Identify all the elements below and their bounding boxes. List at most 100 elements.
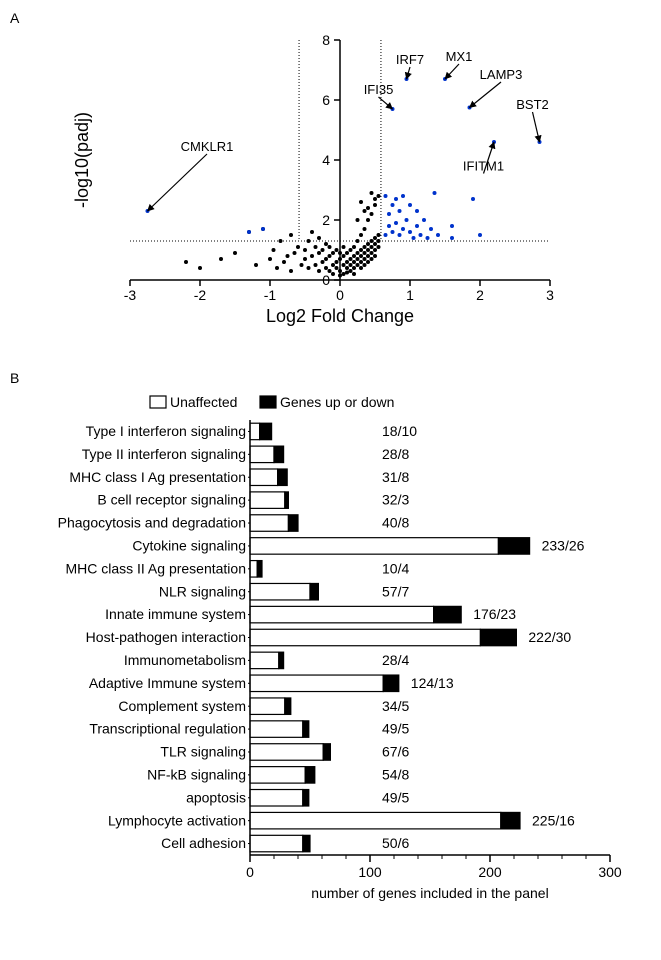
bar-unaffected xyxy=(250,835,303,851)
scatter-point xyxy=(356,239,360,243)
scatter-point xyxy=(363,263,367,267)
bar-unaffected xyxy=(250,675,383,691)
category-label: Complement system xyxy=(118,698,246,714)
scatter-point xyxy=(338,257,342,261)
scatter-point xyxy=(373,236,377,240)
scatter-point xyxy=(349,257,353,261)
bar-value-label: 34/5 xyxy=(382,698,409,714)
scatter-point-sig xyxy=(401,227,405,231)
category-label: Transcriptional regulation xyxy=(89,721,246,737)
x-tick: -1 xyxy=(264,287,277,303)
bar-value-label: 28/4 xyxy=(382,652,409,668)
scatter-point xyxy=(335,248,339,252)
scatter-point-sig xyxy=(436,233,440,237)
bar-unaffected xyxy=(250,652,279,668)
bar-changed xyxy=(498,538,529,554)
bar-changed xyxy=(303,835,310,851)
panel-b-label: B xyxy=(10,370,651,386)
scatter-point xyxy=(363,245,367,249)
scatter-point xyxy=(359,254,363,258)
bar-value-label: 49/5 xyxy=(382,789,409,805)
y-tick: 4 xyxy=(322,152,330,168)
scatter-point xyxy=(282,260,286,264)
bar-value-label: 31/8 xyxy=(382,469,409,485)
scatter-point xyxy=(328,245,332,249)
y-tick: 0 xyxy=(322,272,330,288)
scatter-point-sig xyxy=(478,233,482,237)
scatter-point-sig xyxy=(384,194,388,198)
scatter-point xyxy=(317,251,321,255)
gene-label: IFI35 xyxy=(364,82,394,97)
scatter-point xyxy=(345,271,349,275)
bar-changed xyxy=(279,652,284,668)
category-label: Innate immune system xyxy=(105,606,246,622)
scatter-point xyxy=(331,263,335,267)
scatter-point-sig xyxy=(398,209,402,213)
scatter-point xyxy=(349,269,353,273)
scatter-point xyxy=(366,206,370,210)
scatter-point xyxy=(366,248,370,252)
category-label: MHC class II Ag presentation xyxy=(65,560,246,576)
x-tick-b: 200 xyxy=(478,864,502,880)
bar-unaffected xyxy=(250,561,257,577)
x-tick: 0 xyxy=(336,287,344,303)
scatter-point xyxy=(310,230,314,234)
scatter-point xyxy=(300,263,304,267)
scatter-point xyxy=(359,266,363,270)
category-label: Cell adhesion xyxy=(161,835,246,851)
scatter-point xyxy=(219,257,223,261)
scatter-point xyxy=(233,251,237,255)
scatter-point xyxy=(279,239,283,243)
scatter-point xyxy=(328,269,332,273)
bar-changed xyxy=(501,812,520,828)
scatter-point xyxy=(363,257,367,261)
scatter-point xyxy=(373,203,377,207)
scatter-point xyxy=(370,212,374,216)
scatter-point xyxy=(303,257,307,261)
scatter-point xyxy=(373,248,377,252)
scatter-point-sig xyxy=(408,203,412,207)
category-label: Host-pathogen interaction xyxy=(86,629,246,645)
gene-label: IRF7 xyxy=(396,52,424,67)
scatter-point xyxy=(338,274,342,278)
scatter-point xyxy=(370,245,374,249)
x-tick: 1 xyxy=(406,287,414,303)
scatter-point xyxy=(328,254,332,258)
scatter-point-sig xyxy=(247,230,251,234)
bar-value-label: 222/30 xyxy=(528,629,571,645)
scatter-point xyxy=(366,242,370,246)
scatter-point xyxy=(349,263,353,267)
category-label: Adaptive Immune system xyxy=(89,675,246,691)
category-label: NF-kB signaling xyxy=(147,766,246,782)
bar-value-label: 57/7 xyxy=(382,583,409,599)
y-tick: 6 xyxy=(322,92,330,108)
scatter-point xyxy=(352,245,356,249)
scatter-point xyxy=(352,260,356,264)
scatter-point xyxy=(363,227,367,231)
scatter-point xyxy=(198,266,202,270)
scatter-point-sig xyxy=(408,230,412,234)
scatter-point-sig xyxy=(415,224,419,228)
panel-a-chart: -3-2-1012302468IRF7MX1LAMP3IFI35BST2CMKL… xyxy=(10,30,651,330)
scatter-point xyxy=(345,266,349,270)
scatter-point xyxy=(293,251,297,255)
scatter-point xyxy=(303,248,307,252)
scatter-point-sig xyxy=(412,236,416,240)
x-tick: 3 xyxy=(546,287,554,303)
bar-changed xyxy=(260,423,272,439)
bar-unaffected xyxy=(250,538,498,554)
scatter-point-sig xyxy=(433,191,437,195)
bar-unaffected xyxy=(250,515,288,531)
scatter-point-sig xyxy=(426,236,430,240)
category-label: NLR signaling xyxy=(159,583,246,599)
scatter-point xyxy=(356,263,360,267)
scatter-point xyxy=(377,194,381,198)
bar-changed xyxy=(274,446,284,462)
scatter-point xyxy=(373,242,377,246)
scatter-point xyxy=(314,263,318,267)
bar-changed xyxy=(257,561,262,577)
bar-changed xyxy=(305,767,315,783)
scatter-point xyxy=(184,260,188,264)
bar-value-label: 233/26 xyxy=(542,538,585,554)
scatter-point-sig xyxy=(419,233,423,237)
